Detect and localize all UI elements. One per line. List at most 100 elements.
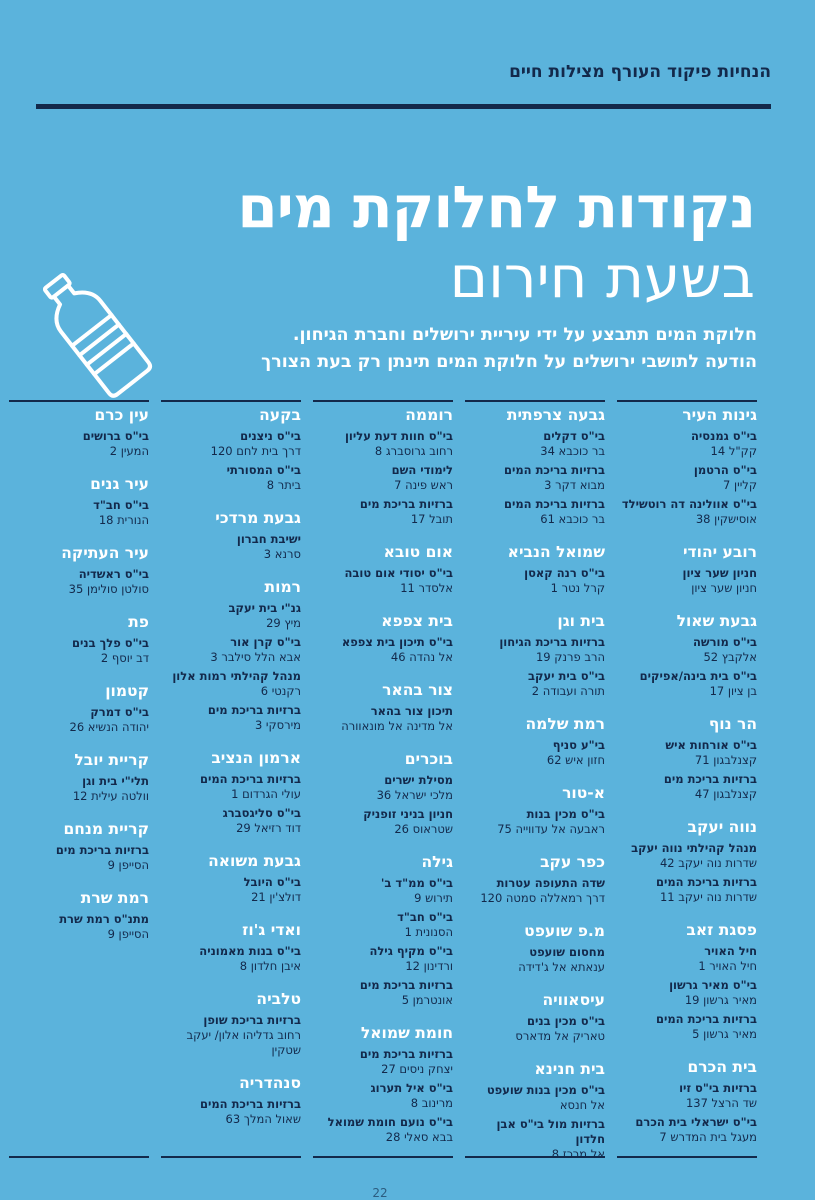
- point-address: רקנטי 6: [260, 684, 301, 698]
- distribution-point: ברזיות בריכת המים שאול המלך 63: [161, 1097, 301, 1127]
- point-name: בי"ס יסודי אום טובה: [344, 566, 453, 580]
- neighborhood-name: גבעת מרדכי: [215, 509, 301, 527]
- neighborhood-section: פת בי"ס פלך בנים דב יוסף 2: [9, 611, 149, 666]
- neighborhood-name: גבעה צרפתית: [506, 406, 605, 424]
- neighborhood-name: עיסאוויה: [542, 991, 605, 1009]
- point-name: ברזיות בריכת המים: [655, 1012, 757, 1026]
- point-name: בי"ס מכין בנות: [526, 807, 605, 821]
- point-name: בי"ס דקלים: [543, 429, 605, 443]
- point-name: בי"ס בית בינה/אפיקים: [639, 669, 757, 683]
- neighborhood-section: צור בהאר תיכון צור בהאר אל מדינה אל מונאוו…: [313, 679, 453, 734]
- column-bottom-rule: [617, 1156, 757, 1158]
- distribution-point: מנהל קהילתי רמות אלון רקנטי 6: [161, 669, 301, 699]
- neighborhood-section: מ.פ שועפט מחסום שועפט ענאתא אל ג'דידה: [465, 920, 605, 975]
- distribution-point: ברזיות בריכת המים מאיר גרשון 5: [617, 1012, 757, 1042]
- point-address: ראבעה אל עדווייה 75: [497, 822, 605, 836]
- point-address: ורדינון 12: [405, 959, 453, 973]
- neighborhood-section: גילה בי"ס ממ"ד ב' תירוש 9 בי"ס חב"ד הסנונית …: [313, 851, 453, 1008]
- distribution-point: בי"ע סניף חזון איש 62: [465, 738, 605, 768]
- point-address: ראש פינה 7: [394, 478, 453, 492]
- point-name: בי"ס הרטמן: [693, 463, 757, 477]
- distribution-point: בי"ס קרן אור אבא הלל סילבר 3: [161, 635, 301, 665]
- distribution-point: ברזיות בריכת מים תובל 17: [313, 497, 453, 527]
- neighborhood-section: עיר גנים בי"ס חב"ד הנורית 18: [9, 473, 149, 528]
- neighborhood-section: גבעת משואה בי"ס היובל דולצ'ין 21: [161, 850, 301, 905]
- neighborhood-section: קריית מנחם ברזיות בריכת מים הסייפן 9: [9, 818, 149, 873]
- point-address: שדרות נוה יעקב 42: [659, 856, 757, 870]
- point-name: בי"ס בית יעקב: [528, 669, 605, 683]
- point-address: עולי הגרדום 1: [231, 787, 301, 801]
- distribution-point: בי"ס בית יעקב תורה ועבודה 2: [465, 669, 605, 699]
- point-address: אבא הלל סילבר 3: [210, 650, 301, 664]
- point-name: תלי"י בית וגן: [82, 774, 149, 788]
- point-name: בי"ס ניצנים: [240, 429, 301, 443]
- distribution-point: תלי"י בית וגן וולטה עילית 12: [9, 774, 149, 804]
- point-address: שאול המלך 63: [225, 1112, 302, 1126]
- distribution-point: בי"ס פלך בנים דב יוסף 2: [9, 636, 149, 666]
- point-address: אל מרכז 8: [551, 1147, 605, 1161]
- neighborhood-section: עיר העתיקה בי"ס ראשדיה סולטן סולימן 35: [9, 542, 149, 597]
- distribution-point: בי"ס המסורתי ביתר 8: [161, 463, 301, 493]
- distribution-point: ברזיות בריכת המים מבוא דקר 3: [465, 463, 605, 493]
- intro-line-1: חלוקת המים תתבצע על ידי עיריית ירושלים ו…: [292, 325, 757, 345]
- distribution-point: בי"ס ממ"ד ב' תירוש 9: [313, 876, 453, 906]
- neighborhood-name: גילה: [421, 853, 453, 871]
- point-name: בי"ס מורשה: [692, 635, 757, 649]
- locations-column-1: גינות העיר בי"ס גמנסיה קק"ל 14 בי"ס הרטמן קל…: [617, 404, 757, 1159]
- distribution-point: תיכון צור בהאר אל מדינה אל מונאוורה: [313, 704, 453, 734]
- point-name: לימודי השם: [391, 463, 453, 477]
- point-address: בר כוכבא 34: [540, 444, 605, 458]
- point-address: אונטרמן 5: [401, 993, 453, 1007]
- point-address: תירוש 9: [414, 891, 453, 905]
- point-name: ברזיות בי"ס זיו: [679, 1081, 757, 1095]
- point-address: קליין 7: [723, 478, 757, 492]
- point-address: חיל האויר 1: [698, 959, 757, 973]
- neighborhood-section: ואדי ג'וז בי"ס בנות מאמוניה איבן חלדון 8: [161, 919, 301, 974]
- distribution-point: בי"ס דקלים בר כוכבא 34: [465, 429, 605, 459]
- page-subtitle: בשעת חירום: [449, 243, 755, 311]
- neighborhood-section: אום טובא בי"ס יסודי אום טובה אלסדר 11: [313, 541, 453, 596]
- point-name: ישיבת חברון: [236, 532, 301, 546]
- point-name: בי"ס ממ"ד ב': [380, 876, 453, 890]
- distribution-point: בי"ס מכין בנים טאריק אל מדארס: [465, 1014, 605, 1044]
- neighborhood-section: בית הכרם ברזיות בי"ס זיו שד הרצל 137 בי"ס י…: [617, 1056, 757, 1145]
- point-name: ברזיות בריכת מים: [359, 978, 453, 992]
- neighborhood-section: גבעת מרדכי ישיבת חברון סרנא 3: [161, 507, 301, 562]
- point-address: סרנא 3: [263, 547, 301, 561]
- neighborhood-name: בית הכרם: [687, 1058, 757, 1076]
- distribution-point: בי"ס דמרק יהודה הנשיא 26: [9, 705, 150, 735]
- point-address: מבוא דקר 3: [544, 478, 605, 492]
- point-address: אל נהדה 46: [390, 650, 453, 664]
- point-name: בי"ס חוות דעת עליון: [344, 429, 453, 443]
- column-top-rule: [617, 400, 757, 402]
- neighborhood-section: חומת שמואל ברזיות בריכת מים יצחק ניסים 27 ב…: [313, 1022, 453, 1145]
- distribution-point: בי"ס נועם חומת שמואל בבא סאלי 28: [313, 1115, 453, 1145]
- point-name: בי"ס ישראלי בית הכרם: [635, 1115, 757, 1129]
- neighborhood-name: נווה יעקב: [687, 818, 757, 836]
- distribution-point: בי"ס היובל דולצ'ין 21: [161, 875, 301, 905]
- neighborhood-section: טלביה ברזיות בריכת שופן רחוב גדליהו אלון/ …: [161, 988, 301, 1058]
- point-name: ברזיות מול בי"ס אבן חלדון: [496, 1117, 605, 1146]
- point-address: ביתר 8: [266, 478, 301, 492]
- neighborhood-name: פסגת זאב: [686, 921, 757, 939]
- point-address: מירסקי 3: [254, 718, 301, 732]
- point-address: תורה ועבודה 2: [531, 684, 605, 698]
- distribution-point: ברזיות בריכת המים בר כוכבא 61: [465, 497, 605, 527]
- point-name: בי"ס מאיר גרשון: [669, 978, 757, 992]
- point-address: קרל נטר 1: [550, 581, 605, 595]
- point-name: מסילת ישרים: [384, 773, 453, 787]
- distribution-point: חיל האויר חיל האויר 1: [617, 944, 757, 974]
- neighborhood-name: מ.פ שועפט: [524, 922, 605, 940]
- distribution-point: בי"ס חוות דעת עליון רחוב גרוסברג 8: [313, 429, 453, 459]
- column-bottom-rule: [313, 1156, 453, 1158]
- point-address: מיץ 29: [266, 616, 301, 630]
- distribution-point: ישיבת חברון סרנא 3: [161, 532, 301, 562]
- neighborhood-name: בית וגן: [557, 612, 605, 630]
- neighborhood-section: רמת שרת מתנ"ס רמת שרת הסייפן 9: [9, 887, 149, 942]
- point-address: מאיר גרשון 19: [684, 993, 757, 1007]
- point-address: חזון איש 62: [546, 753, 605, 767]
- neighborhood-name: בית חנינא: [534, 1060, 605, 1078]
- distribution-point: בי"ס מקיף גילה ורדינון 12: [313, 944, 453, 974]
- neighborhood-name: ואדי ג'וז: [242, 921, 301, 939]
- point-address: קק"ל 14: [710, 444, 757, 458]
